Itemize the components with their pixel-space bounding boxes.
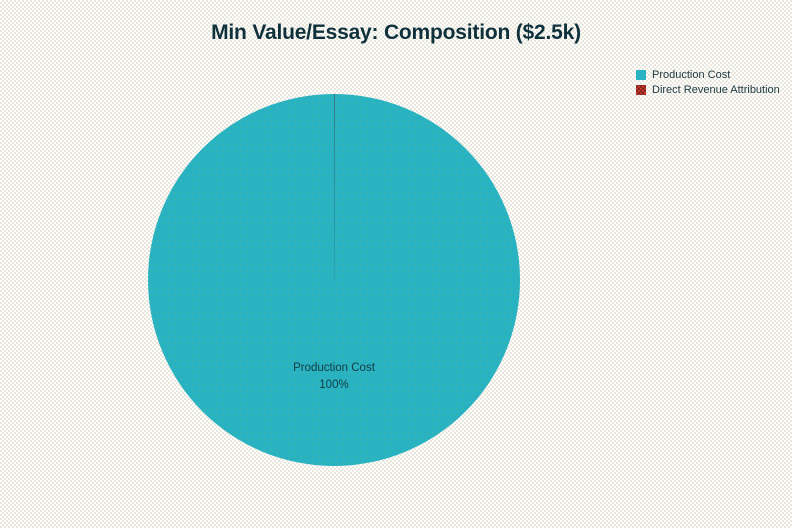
legend-swatch-direct-revenue-attribution [636, 84, 646, 95]
legend-item-production-cost: Production Cost [636, 67, 780, 82]
pie-slice-label-percent: 100% [319, 379, 349, 391]
pie-slice-label-name: Production Cost [293, 362, 375, 374]
legend-label-direct-revenue-attribution: Direct Revenue Attribution [652, 83, 780, 96]
slice-boundary-line [333, 94, 335, 280]
chart-title: Min Value/Essay: Composition ($2.5k) [211, 21, 581, 44]
legend-swatch-production-cost [636, 69, 646, 80]
pie-chart: Production Cost 100% [148, 94, 520, 466]
legend: Production Cost Direct Revenue Attributi… [636, 67, 780, 97]
legend-label-production-cost: Production Cost [652, 68, 731, 81]
legend-item-direct-revenue-attribution: Direct Revenue Attribution [636, 82, 780, 97]
pie-slice-label: Production Cost 100% [148, 360, 520, 394]
